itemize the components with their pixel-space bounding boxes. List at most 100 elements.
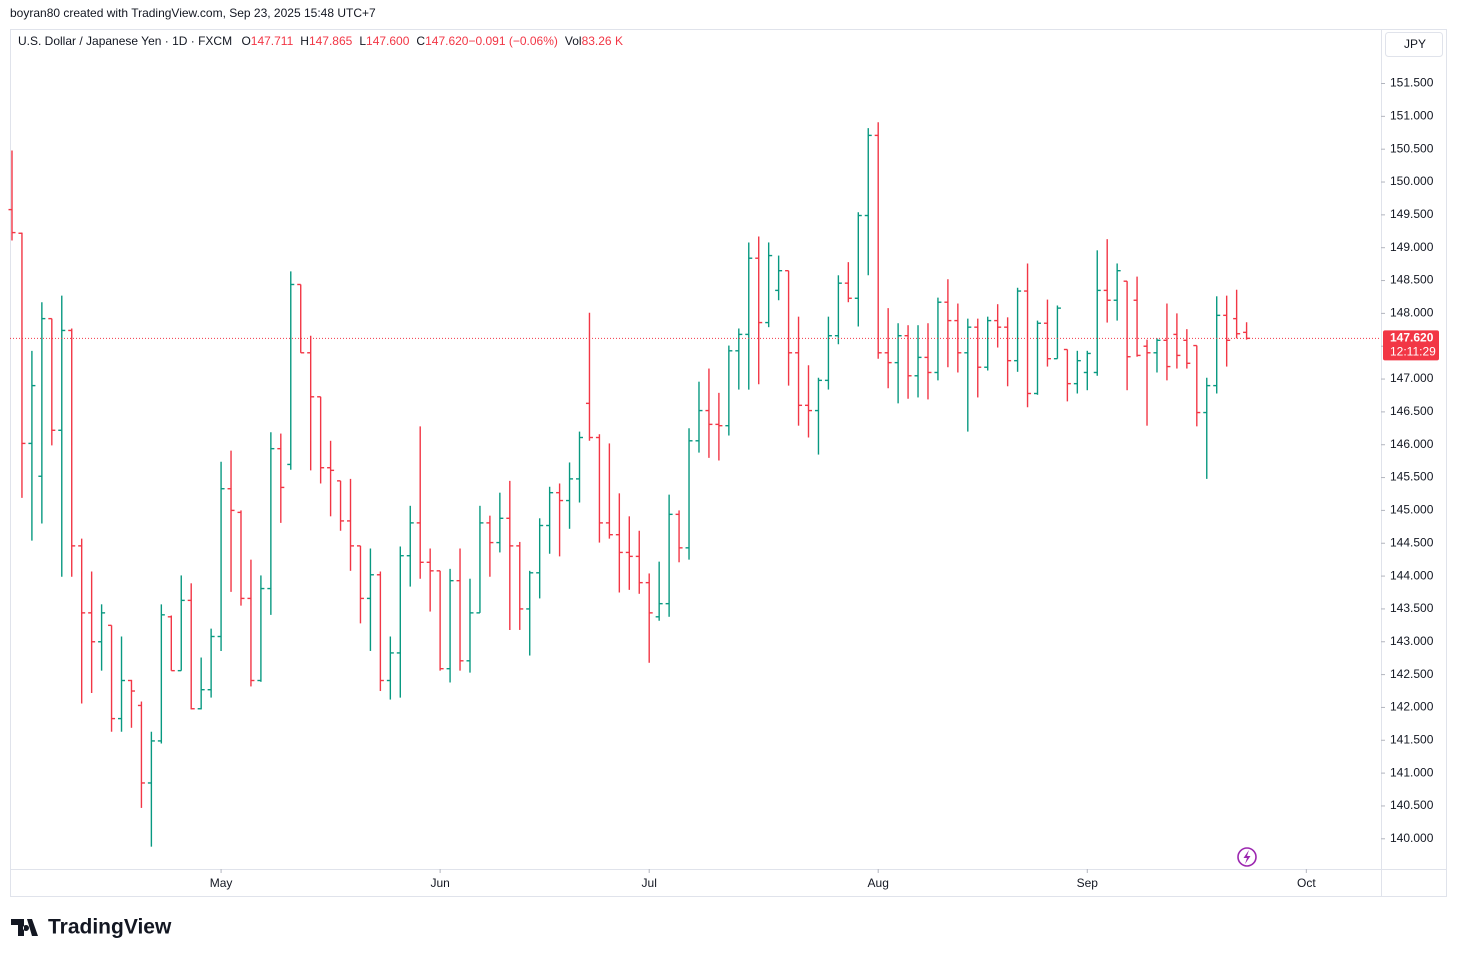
currency-box[interactable]: [1385, 32, 1443, 57]
ohlc-bar: [78, 538, 86, 704]
ohlc-bar: [844, 262, 852, 303]
y-tick-label: 144.500: [1390, 535, 1434, 549]
ohlc-bar: [924, 323, 932, 400]
ohlc-bar: [58, 295, 66, 577]
ohlc-bar: [605, 443, 613, 539]
ohlc-bar: [685, 428, 693, 560]
ohlc-bar: [944, 279, 952, 368]
ohlc-bar: [1113, 263, 1121, 321]
ohlc-bar: [805, 365, 813, 438]
y-tick-label: 150.000: [1390, 174, 1434, 188]
ohlc-bar: [237, 510, 245, 606]
ohlc-bar: [595, 434, 603, 543]
y-tick-label: 147.000: [1390, 371, 1434, 385]
ohlc-bar: [496, 492, 504, 553]
ohlc-bar: [645, 573, 653, 663]
ohlc-bar: [526, 570, 534, 656]
ohlc-bar: [307, 335, 315, 471]
y-tick-label: 142.000: [1390, 700, 1434, 714]
ohlc-bar: [655, 561, 663, 621]
ohlc-bar: [735, 328, 743, 390]
ohlc-bar: [954, 303, 962, 373]
ohlc-bar: [426, 548, 434, 612]
y-tick-label: 144.000: [1390, 568, 1434, 582]
ohlc-bar: [1143, 339, 1151, 426]
ohlc-bar: [546, 486, 554, 554]
ohlc-bar: [1123, 280, 1131, 391]
ohlc-bar: [267, 432, 275, 615]
ohlc-bar: [1083, 350, 1091, 391]
ohlc-bar: [486, 515, 494, 577]
ohlc-bar: [914, 325, 922, 398]
ohlc-bar: [1153, 338, 1161, 373]
ohlc-bar: [745, 242, 753, 390]
ohlc-bar: [536, 518, 544, 599]
y-tick-label: 151.000: [1390, 109, 1434, 123]
last-price-box: [1383, 330, 1439, 361]
y-tick-label: 145.000: [1390, 503, 1434, 517]
y-tick-label: 140.500: [1390, 798, 1434, 812]
icon-bolt[interactable]: [1243, 850, 1251, 864]
currency[interactable]: JPY: [1404, 37, 1426, 51]
ohlc-bar: [1173, 313, 1181, 369]
x-tick-label: Sep: [1077, 876, 1099, 890]
ohlc-bar: [327, 440, 335, 517]
ohlc-bar: [207, 628, 215, 698]
y-tick-label: 145.500: [1390, 470, 1434, 484]
legend-value: −0.091 (−0.06%): [468, 34, 557, 48]
y-tick-label: 148.500: [1390, 273, 1434, 287]
ohlc-bar: [287, 271, 295, 470]
ohlc-bar: [396, 546, 404, 698]
ohlc-bar: [695, 381, 703, 453]
y-tick-label: 149.500: [1390, 207, 1434, 221]
legend-key: L: [359, 34, 366, 48]
y-tick-label: 143.500: [1390, 601, 1434, 615]
ohlc-bar: [725, 345, 733, 436]
ohlc-bar: [227, 450, 235, 592]
ohlc-bar: [38, 302, 46, 524]
ohlc-bar: [775, 255, 783, 301]
y-tick-label: 149.000: [1390, 240, 1434, 254]
ohlc-bar: [177, 575, 185, 672]
y-tick-label: 142.500: [1390, 667, 1434, 681]
ohlc-bar: [556, 483, 564, 557]
ohlc-bar: [1213, 296, 1221, 394]
x-tick-label: Jul: [642, 876, 657, 890]
brand-name: TradingView: [48, 916, 172, 939]
ohlc-bar: [187, 583, 195, 710]
x-tick-label: Aug: [868, 876, 889, 890]
ohlc-bar: [635, 530, 643, 594]
ohlc-bar: [625, 516, 633, 590]
legend-value: 147.620: [425, 34, 469, 48]
legend-key: C: [416, 34, 425, 48]
attribution: boyran80 created with TradingView.com, S…: [10, 6, 376, 20]
ohlc-bar: [1093, 250, 1101, 376]
ohlc-bar: [1163, 303, 1171, 381]
ohlc-bar: [88, 571, 96, 693]
ohlc-bar: [1073, 350, 1081, 394]
ohlc-bar: [356, 545, 364, 624]
snapshot-icon[interactable]: [1237, 847, 1257, 867]
ohlc-bar: [366, 548, 374, 651]
ohlc-bar: [1203, 377, 1211, 479]
y-tick-label: 140.000: [1390, 831, 1434, 845]
ohlc-bar: [854, 212, 862, 327]
ohlc-bar: [217, 461, 225, 651]
ohlc-bar: [167, 615, 175, 672]
icon-circle[interactable]: [1237, 847, 1257, 867]
ohlc-bar: [765, 242, 773, 328]
ohlc-bar: [1223, 295, 1231, 367]
ohlc-bar: [446, 568, 454, 683]
legend-value: 147.865: [309, 34, 353, 48]
legend-key: Vol: [565, 34, 582, 48]
ohlc-bar: [277, 433, 285, 523]
ohlc-bar: [118, 636, 126, 732]
ohlc-bar: [934, 297, 942, 381]
ohlc-bar: [1063, 348, 1071, 402]
ohlc-bar: [864, 128, 872, 276]
ohlc-bar: [406, 505, 414, 587]
ohlc-bar: [476, 505, 484, 614]
ohlc-bar: [436, 570, 444, 671]
plot-area: [8, 122, 1381, 847]
ohlc-bar: [257, 575, 265, 682]
